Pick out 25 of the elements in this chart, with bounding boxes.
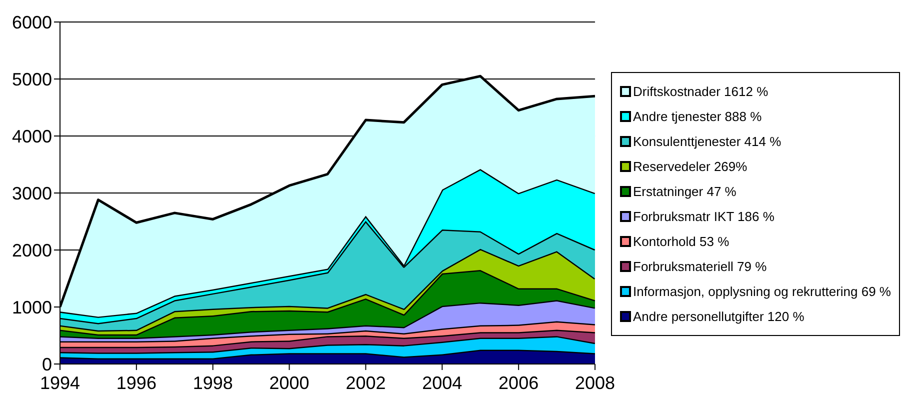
y-tick-label: 1000 bbox=[12, 297, 52, 318]
legend-label: Informasjon, opplysning og rekruttering 69 % bbox=[633, 284, 891, 299]
y-tick-label: 5000 bbox=[12, 69, 52, 90]
y-tick-label: 2000 bbox=[12, 240, 52, 260]
y-tick-label: 4000 bbox=[12, 126, 52, 146]
x-tick-label: 1998 bbox=[192, 372, 233, 393]
x-tick-label: 1994 bbox=[40, 372, 80, 393]
legend-label: Konsulenttjenester 414 % bbox=[633, 134, 782, 149]
x-tick-label: 2008 bbox=[574, 372, 616, 393]
legend-label: Forbruksmateriell 79 % bbox=[633, 259, 767, 274]
x-tick-label: 2006 bbox=[498, 372, 539, 393]
legend-label: Reservedeler 269% bbox=[633, 159, 748, 174]
legend-label: Andre personellutgifter 120 % bbox=[633, 309, 804, 324]
legend-label: Kontorhold 53 % bbox=[633, 234, 730, 249]
y-tick-label: 6000 bbox=[12, 12, 52, 32]
x-tick-label: 2004 bbox=[422, 372, 462, 393]
y-tick-label: 3000 bbox=[12, 183, 52, 204]
legend-label: Forbruksmatr IKT 186 % bbox=[633, 209, 774, 224]
y-tick-label: 0 bbox=[42, 354, 52, 374]
x-tick-label: 2002 bbox=[346, 372, 386, 393]
x-tick-label: 2000 bbox=[269, 372, 310, 393]
legend-label: Driftskostnader 1612 % bbox=[633, 84, 768, 99]
legend-label: Erstatninger 47 % bbox=[633, 184, 736, 199]
legend-label: Andre tjenester 888 % bbox=[633, 109, 762, 124]
x-tick-label: 1996 bbox=[116, 372, 156, 393]
